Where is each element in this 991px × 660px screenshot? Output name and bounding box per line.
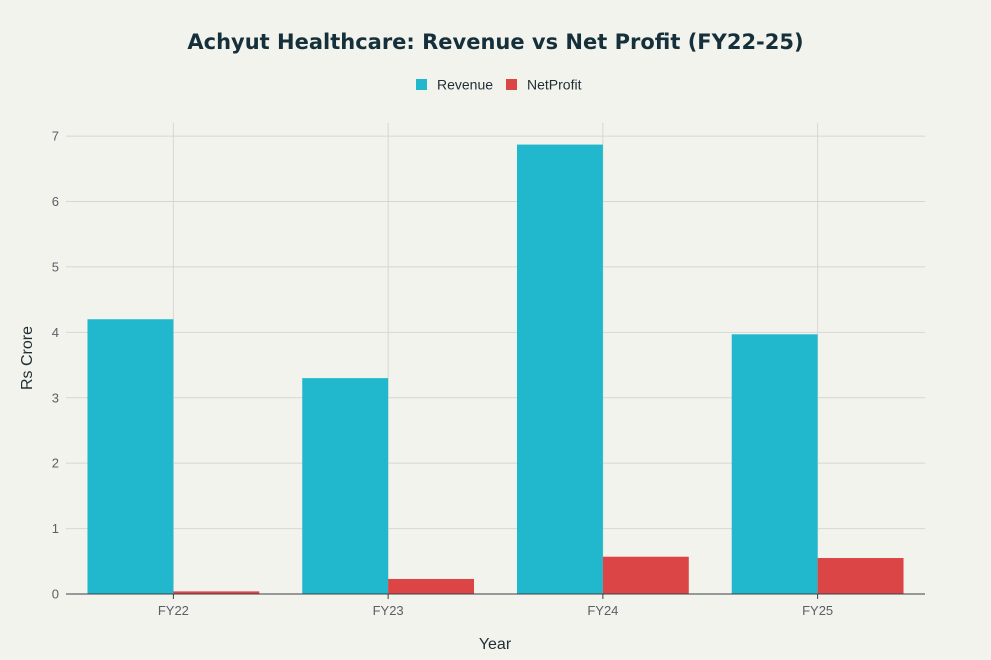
legend-label-netprofit: NetProfit	[527, 77, 582, 93]
x-tick-label: FY23	[373, 603, 404, 618]
bar-netprofit-fy25	[817, 558, 904, 594]
x-tick-label: FY24	[587, 603, 618, 618]
legend-label-revenue: Revenue	[437, 77, 493, 93]
legend-swatch-netprofit	[506, 79, 517, 90]
bar-revenue-fy23	[302, 378, 389, 594]
y-tick-label: 3	[52, 390, 59, 405]
bar-netprofit-fy22	[173, 591, 260, 594]
bar-revenue-fy25	[731, 334, 818, 594]
y-tick-label: 2	[52, 456, 59, 471]
bar-netprofit-fy24	[602, 556, 689, 594]
y-tick-label: 7	[52, 129, 59, 144]
y-tick-label: 0	[52, 587, 59, 602]
x-axis-title: Year	[479, 636, 512, 653]
y-tick-label: 1	[52, 521, 59, 536]
y-tick-label: 6	[52, 194, 59, 209]
axes: 0 1 2 3 4 5 6 7 FY22 FY23 FY24 FY25	[52, 129, 925, 618]
y-axis-title: Rs Crore	[19, 326, 36, 390]
legend: Revenue NetProfit	[416, 77, 582, 93]
x-tick-label: FY25	[802, 603, 833, 618]
bar-revenue-fy22	[87, 319, 174, 594]
y-tick-label: 4	[52, 325, 59, 340]
x-tick-label: FY22	[158, 603, 189, 618]
chart-title: Achyut Healthcare: Revenue vs Net Profit…	[187, 30, 803, 54]
bars	[87, 144, 904, 594]
bar-netprofit-fy23	[388, 578, 475, 594]
legend-swatch-revenue	[416, 79, 427, 90]
bar-revenue-fy24	[516, 144, 603, 594]
y-tick-label: 5	[52, 259, 59, 274]
